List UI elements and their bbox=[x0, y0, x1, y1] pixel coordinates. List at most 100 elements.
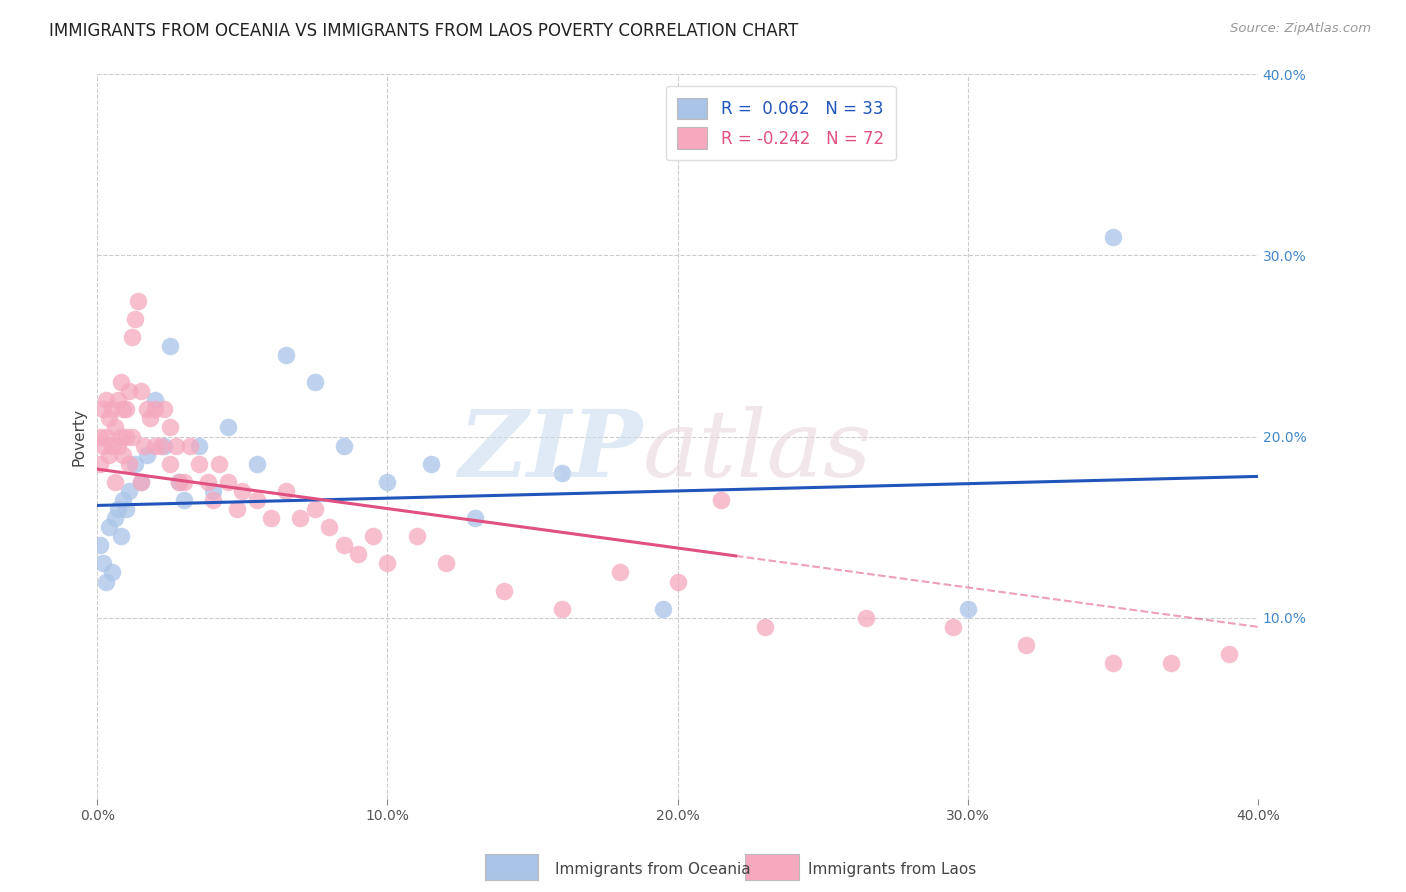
Point bbox=[101, 439, 124, 453]
Point bbox=[94, 574, 117, 589]
Point bbox=[97, 520, 120, 534]
Text: Source: ZipAtlas.com: Source: ZipAtlas.com bbox=[1230, 22, 1371, 36]
Point bbox=[91, 439, 114, 453]
Point bbox=[150, 439, 173, 453]
Point bbox=[112, 402, 135, 417]
Point bbox=[94, 429, 117, 443]
Point bbox=[420, 457, 443, 471]
Point bbox=[132, 439, 155, 453]
Point bbox=[405, 529, 427, 543]
Text: ZIP: ZIP bbox=[458, 406, 643, 496]
Text: atlas: atlas bbox=[643, 406, 872, 496]
Point bbox=[202, 483, 225, 498]
Point bbox=[652, 601, 675, 615]
Point bbox=[274, 483, 297, 498]
Point bbox=[464, 511, 486, 525]
Point bbox=[361, 529, 384, 543]
Point bbox=[1101, 230, 1123, 244]
Point bbox=[138, 411, 160, 425]
Point bbox=[115, 402, 138, 417]
Point bbox=[434, 557, 457, 571]
Point bbox=[153, 439, 176, 453]
Point bbox=[217, 475, 239, 489]
Point bbox=[129, 384, 152, 399]
Point bbox=[1015, 638, 1038, 652]
Point bbox=[246, 457, 269, 471]
Point bbox=[550, 466, 572, 480]
Point bbox=[246, 493, 269, 508]
Point bbox=[145, 439, 167, 453]
Point bbox=[110, 375, 132, 389]
Point bbox=[377, 475, 399, 489]
Point bbox=[304, 502, 326, 516]
Point bbox=[1160, 656, 1182, 670]
Point bbox=[91, 557, 114, 571]
Point bbox=[173, 475, 195, 489]
Point bbox=[89, 429, 111, 443]
Point bbox=[208, 457, 231, 471]
Point bbox=[217, 420, 239, 434]
Point bbox=[135, 448, 157, 462]
Point bbox=[225, 502, 247, 516]
Point bbox=[167, 475, 190, 489]
Point bbox=[304, 375, 326, 389]
Point bbox=[121, 429, 143, 443]
Legend: R =  0.062   N = 33, R = -0.242   N = 72: R = 0.062 N = 33, R = -0.242 N = 72 bbox=[666, 86, 896, 161]
Point bbox=[159, 420, 181, 434]
Point bbox=[197, 475, 219, 489]
Point bbox=[492, 583, 515, 598]
Point bbox=[173, 493, 195, 508]
Point bbox=[115, 429, 138, 443]
Point bbox=[110, 429, 132, 443]
Point bbox=[710, 493, 733, 508]
Point bbox=[956, 601, 979, 615]
Point bbox=[104, 475, 127, 489]
Point bbox=[118, 457, 141, 471]
Point bbox=[97, 448, 120, 462]
Point bbox=[187, 439, 209, 453]
Point bbox=[167, 475, 190, 489]
Point bbox=[318, 520, 340, 534]
Point bbox=[754, 620, 776, 634]
Point bbox=[333, 439, 356, 453]
Point bbox=[145, 393, 167, 408]
Point bbox=[112, 448, 135, 462]
Point bbox=[115, 502, 138, 516]
Text: Immigrants from Laos: Immigrants from Laos bbox=[808, 863, 977, 877]
Point bbox=[89, 457, 111, 471]
Point bbox=[89, 538, 111, 552]
Point bbox=[347, 547, 370, 561]
Point bbox=[377, 557, 399, 571]
Point bbox=[135, 402, 157, 417]
Point bbox=[179, 439, 201, 453]
Point bbox=[94, 393, 117, 408]
Point bbox=[101, 566, 124, 580]
Point bbox=[104, 511, 127, 525]
Point bbox=[145, 402, 167, 417]
Point bbox=[159, 457, 181, 471]
Point bbox=[165, 439, 187, 453]
Point bbox=[97, 411, 120, 425]
Point bbox=[129, 475, 152, 489]
Point bbox=[127, 293, 149, 308]
Point bbox=[550, 601, 572, 615]
Point bbox=[107, 393, 129, 408]
Point bbox=[231, 483, 253, 498]
Point bbox=[107, 502, 129, 516]
Point bbox=[129, 475, 152, 489]
Point bbox=[260, 511, 283, 525]
Text: Immigrants from Oceania: Immigrants from Oceania bbox=[555, 863, 751, 877]
Point bbox=[609, 566, 631, 580]
Point bbox=[1101, 656, 1123, 670]
Point bbox=[112, 493, 135, 508]
Point bbox=[124, 311, 146, 326]
Point bbox=[942, 620, 965, 634]
Point bbox=[104, 420, 127, 434]
Point bbox=[91, 402, 114, 417]
Point bbox=[118, 483, 141, 498]
Point bbox=[121, 330, 143, 344]
Point bbox=[290, 511, 312, 525]
Point bbox=[107, 439, 129, 453]
Point bbox=[124, 457, 146, 471]
Point bbox=[187, 457, 209, 471]
